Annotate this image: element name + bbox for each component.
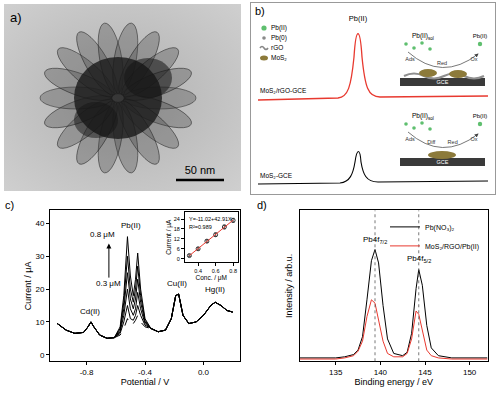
svg-text:Pb(II): Pb(II) bbox=[473, 113, 488, 119]
svg-text:Pb4f​5/2​: Pb4f​5/2​ bbox=[407, 254, 431, 264]
svg-text:Pb(NO₃)₂: Pb(NO₃)₂ bbox=[425, 224, 455, 232]
svg-text:rGO: rGO bbox=[271, 44, 283, 51]
svg-text:Pb(II): Pb(II) bbox=[121, 221, 141, 230]
svg-text:Pb(0): Pb(0) bbox=[271, 34, 287, 42]
svg-text:Ads: Ads bbox=[405, 136, 415, 142]
svg-text:0.0: 0.0 bbox=[198, 368, 210, 377]
svg-text:R²=0.989: R²=0.989 bbox=[189, 224, 212, 230]
svg-text:Pb4f​7/2​: Pb4f​7/2​ bbox=[363, 235, 387, 245]
svg-text:MoS₂-GCE: MoS₂-GCE bbox=[260, 172, 293, 179]
svg-text:Cu(II): Cu(II) bbox=[167, 279, 187, 288]
svg-text:Y=-11.02+42.91X: Y=-11.02+42.91X bbox=[189, 216, 232, 222]
svg-text:MoS₂: MoS₂ bbox=[271, 54, 287, 61]
svg-text:50 nm: 50 nm bbox=[185, 164, 216, 176]
svg-text:Ox: Ox bbox=[470, 56, 477, 62]
svg-text:Potential / V: Potential / V bbox=[121, 377, 170, 387]
svg-text:Cd(II): Cd(II) bbox=[80, 307, 100, 316]
svg-text:MoS₂/rGO-GCE: MoS₂/rGO-GCE bbox=[260, 87, 307, 94]
svg-text:0.3 μM: 0.3 μM bbox=[96, 279, 121, 288]
svg-text:Conc. / μM: Conc. / μM bbox=[195, 274, 227, 282]
svg-text:18: 18 bbox=[174, 226, 180, 232]
svg-text:Intensity / arb.u.: Intensity / arb.u. bbox=[284, 254, 294, 318]
svg-text:Current / μA: Current / μA bbox=[165, 219, 173, 255]
svg-text:0: 0 bbox=[177, 256, 180, 262]
svg-text:Pb(II)sol: Pb(II)sol bbox=[412, 32, 434, 41]
svg-text:135: 135 bbox=[329, 368, 343, 377]
svg-text:0.6: 0.6 bbox=[212, 268, 220, 274]
svg-text:6: 6 bbox=[177, 246, 180, 252]
svg-text:Red: Red bbox=[437, 60, 447, 66]
svg-text:10: 10 bbox=[35, 318, 44, 327]
svg-text:-0.8: -0.8 bbox=[80, 368, 94, 377]
svg-text:c): c) bbox=[5, 199, 14, 211]
svg-text:Binding energy / eV: Binding energy / eV bbox=[354, 377, 433, 387]
svg-text:Current / μA: Current / μA bbox=[23, 261, 33, 310]
svg-text:20: 20 bbox=[35, 285, 44, 294]
svg-text:-0.4: -0.4 bbox=[138, 368, 152, 377]
svg-text:Diff: Diff bbox=[427, 139, 436, 145]
svg-text:b): b) bbox=[255, 5, 265, 17]
svg-text:GCE: GCE bbox=[437, 79, 449, 85]
svg-text:0: 0 bbox=[40, 351, 45, 360]
svg-text:a): a) bbox=[10, 10, 22, 25]
svg-text:12: 12 bbox=[174, 236, 180, 242]
svg-text:GCE: GCE bbox=[437, 159, 449, 165]
svg-text:Ox: Ox bbox=[470, 136, 477, 142]
svg-text:0.8: 0.8 bbox=[229, 268, 237, 274]
svg-text:Pb(II)sol: Pb(II)sol bbox=[412, 112, 434, 121]
svg-text:30: 30 bbox=[35, 252, 44, 261]
svg-text:Red: Red bbox=[448, 139, 458, 145]
svg-text:Ads: Ads bbox=[405, 56, 415, 62]
svg-text:150: 150 bbox=[463, 368, 477, 377]
svg-text:24: 24 bbox=[174, 216, 180, 222]
svg-text:Pb(II): Pb(II) bbox=[271, 24, 287, 32]
svg-text:0.8 μM: 0.8 μM bbox=[90, 230, 115, 239]
svg-text:140: 140 bbox=[374, 368, 388, 377]
svg-text:0.4: 0.4 bbox=[194, 268, 202, 274]
svg-text:d): d) bbox=[257, 199, 267, 211]
svg-text:Pb(II): Pb(II) bbox=[349, 14, 368, 23]
svg-text:Pb(II): Pb(II) bbox=[473, 33, 488, 39]
svg-text:145: 145 bbox=[418, 368, 432, 377]
svg-text:MoS₂/RGO/Pb(II): MoS₂/RGO/Pb(II) bbox=[425, 243, 479, 251]
svg-text:Hg(II): Hg(II) bbox=[205, 285, 225, 294]
svg-text:40: 40 bbox=[35, 219, 44, 228]
